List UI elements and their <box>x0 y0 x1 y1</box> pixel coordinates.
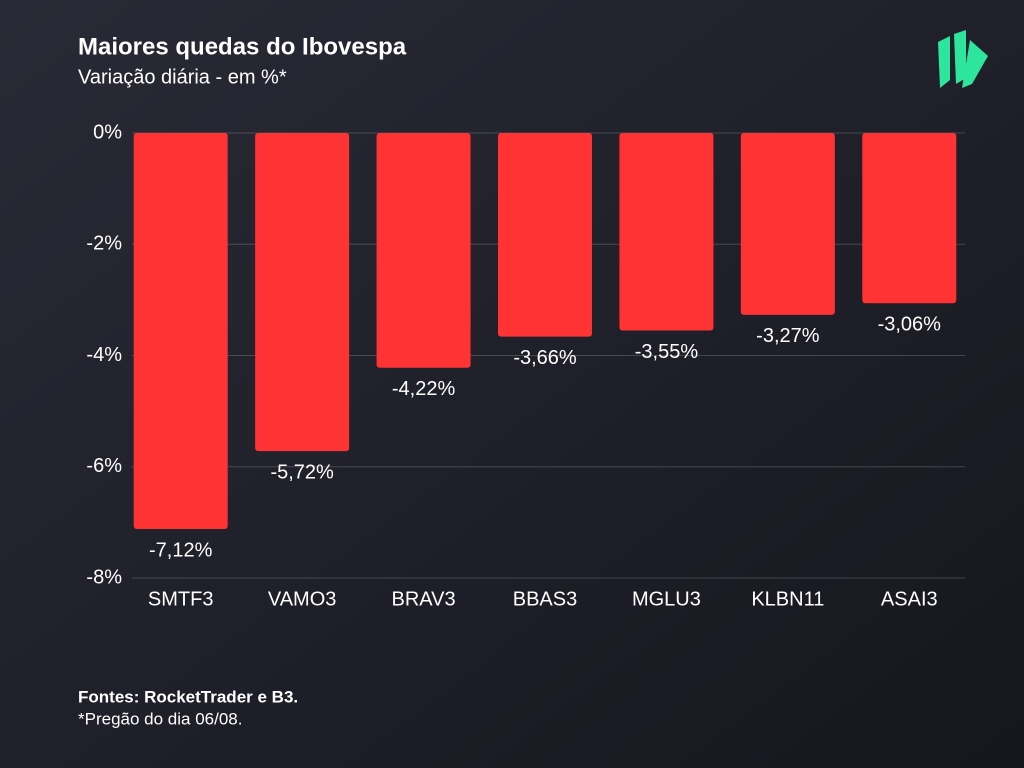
value-label: -4,22% <box>392 378 456 400</box>
value-label: -5,72% <box>270 461 334 483</box>
note: *Pregão do dia 06/08. <box>78 709 242 728</box>
y-tick-label: -2% <box>86 233 122 255</box>
x-tick-label: VAMO3 <box>268 588 337 610</box>
x-tick-label: MGLU3 <box>632 588 701 610</box>
logo <box>938 30 988 88</box>
value-label: -3,55% <box>635 341 699 363</box>
y-tick-label: -4% <box>86 344 122 366</box>
source: Fontes: RocketTrader e B3. <box>78 687 298 706</box>
x-tick-label: KLBN11 <box>751 588 824 610</box>
bar <box>376 133 471 368</box>
bar <box>498 133 592 337</box>
bar <box>862 133 957 304</box>
chart-title: Maiores quedas do Ibovespa <box>78 33 407 60</box>
y-tick-label: -6% <box>86 455 122 477</box>
chart-subtitle: Variação diária - em %* <box>78 66 287 88</box>
y-tick-label: 0% <box>93 121 122 143</box>
y-tick-label: -8% <box>86 566 122 588</box>
value-label: -3,66% <box>513 347 577 369</box>
bar <box>255 133 350 452</box>
x-tick-label: SMTF3 <box>148 588 214 610</box>
x-tick-label: BRAV3 <box>392 588 456 610</box>
bar <box>619 133 714 331</box>
value-label: -3,27% <box>756 325 820 347</box>
value-label: -7,12% <box>149 539 213 561</box>
bar <box>740 133 835 315</box>
x-tick-label: BBAS3 <box>513 588 577 610</box>
bar <box>133 133 228 530</box>
x-tick-label: ASAI3 <box>881 588 938 610</box>
value-label: -3,06% <box>878 313 942 335</box>
